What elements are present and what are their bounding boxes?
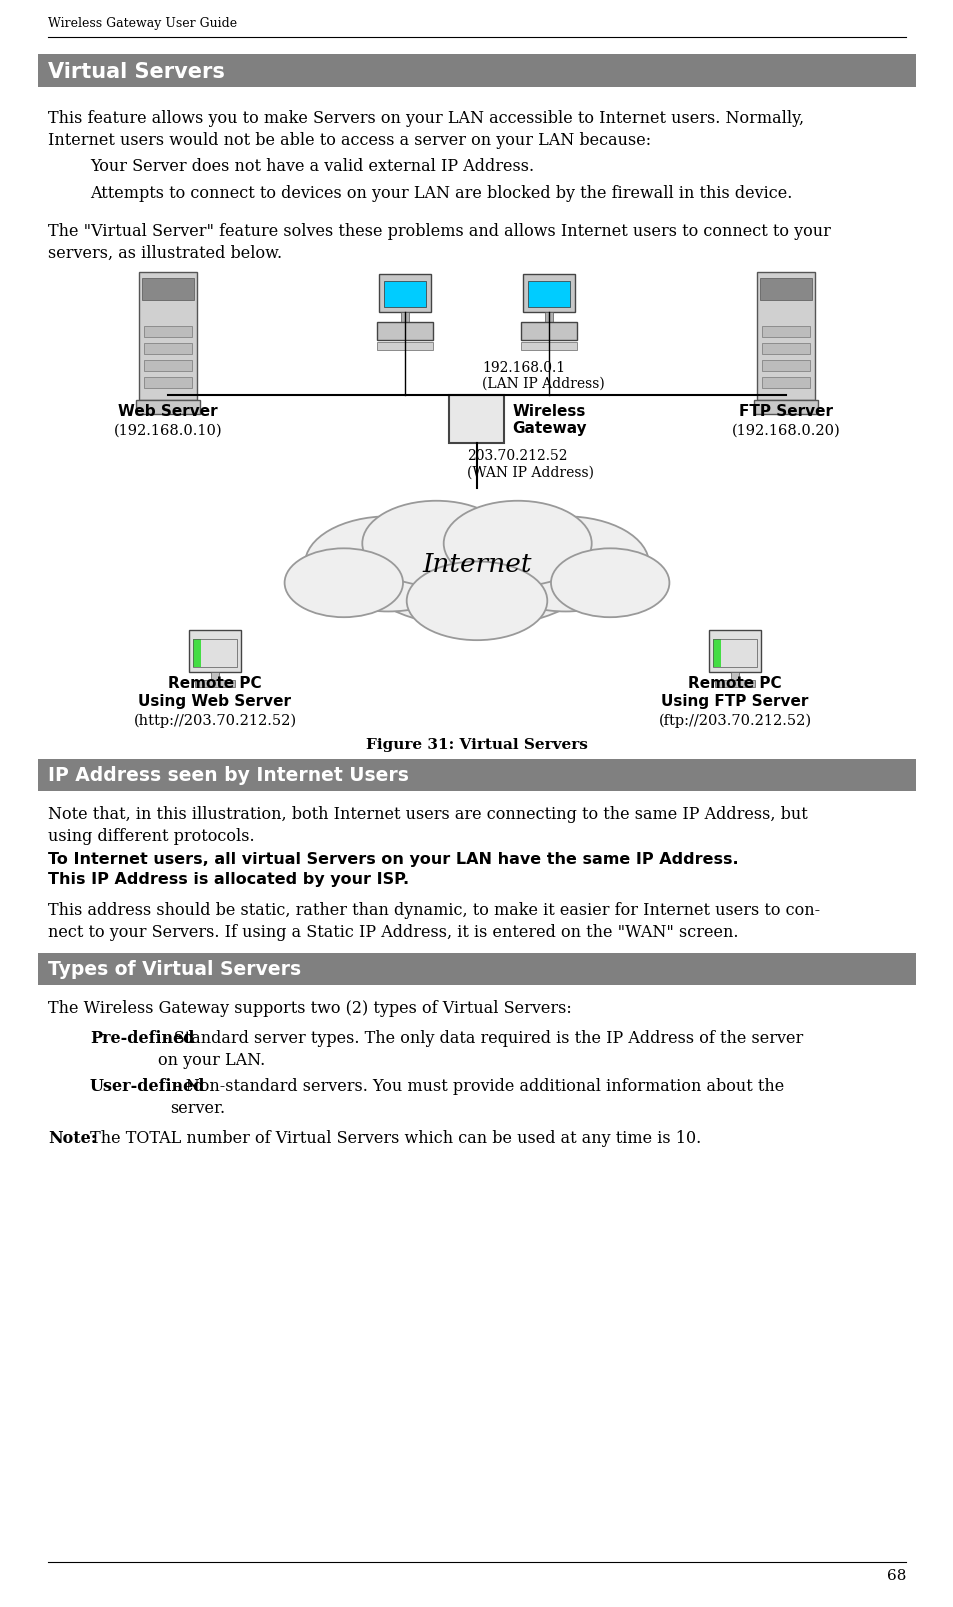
Text: Using FTP Server: Using FTP Server: [660, 694, 808, 709]
Text: User-defined: User-defined: [90, 1077, 205, 1094]
Text: Types of Virtual Servers: Types of Virtual Servers: [48, 959, 301, 979]
Text: 192.168.0.1
(LAN IP Address): 192.168.0.1 (LAN IP Address): [481, 360, 604, 391]
Bar: [730, 673, 739, 681]
Text: Your Server does not have a valid external IP Address.: Your Server does not have a valid extern…: [90, 157, 534, 175]
Ellipse shape: [551, 550, 669, 617]
Text: Virtual Servers: Virtual Servers: [48, 61, 225, 82]
Text: This feature allows you to make Servers on your LAN accessible to Internet users: This feature allows you to make Servers …: [48, 109, 803, 149]
Text: (192.168.0.10): (192.168.0.10): [113, 424, 222, 437]
Bar: [708, 630, 760, 673]
Text: Wireless Gateway User Guide: Wireless Gateway User Guide: [48, 18, 237, 31]
Ellipse shape: [482, 517, 648, 612]
Bar: [144, 362, 192, 371]
Bar: [144, 326, 192, 337]
Text: Web Server: Web Server: [118, 403, 217, 419]
Text: Note:: Note:: [48, 1130, 96, 1146]
Text: Note that, in this illustration, both Internet users are connecting to the same : Note that, in this illustration, both In…: [48, 805, 807, 845]
Text: This address should be static, rather than dynamic, to make it easier for Intern: This address should be static, rather th…: [48, 902, 820, 940]
Bar: [400, 313, 409, 323]
Text: Using Web Server: Using Web Server: [138, 694, 292, 709]
Bar: [527, 281, 569, 309]
Bar: [761, 378, 809, 389]
Text: IP Address seen by Internet Users: IP Address seen by Internet Users: [48, 767, 409, 784]
Text: - Standard server types. The only data required is the IP Address of the server
: - Standard server types. The only data r…: [158, 1030, 802, 1069]
Text: Remote PC: Remote PC: [168, 675, 261, 691]
Bar: [193, 640, 236, 667]
Ellipse shape: [406, 562, 547, 641]
Text: (ftp://203.70.212.52): (ftp://203.70.212.52): [658, 714, 811, 728]
Bar: [211, 673, 219, 681]
Bar: [193, 640, 201, 667]
Text: Figure 31: Virtual Servers: Figure 31: Virtual Servers: [366, 738, 587, 752]
Bar: [761, 326, 809, 337]
Bar: [378, 275, 431, 313]
Bar: [376, 342, 433, 350]
Text: FTP Server: FTP Server: [739, 403, 832, 419]
Text: 68: 68: [885, 1568, 905, 1581]
Bar: [449, 395, 504, 444]
Bar: [384, 281, 426, 309]
Bar: [760, 280, 811, 301]
Ellipse shape: [356, 509, 597, 628]
Text: To Internet users, all virtual Servers on your LAN have the same IP Address.
Thi: To Internet users, all virtual Servers o…: [48, 852, 738, 885]
Bar: [757, 273, 814, 400]
Text: The "Virtual Server" feature solves these problems and allows Internet users to : The "Virtual Server" feature solves thes…: [48, 223, 830, 262]
Text: (192.168.0.20): (192.168.0.20): [731, 424, 840, 437]
Bar: [761, 362, 809, 371]
Text: The TOTAL number of Virtual Servers which can be used at any time is 10.: The TOTAL number of Virtual Servers whic…: [85, 1130, 700, 1146]
Bar: [144, 378, 192, 389]
Bar: [544, 313, 553, 323]
Text: Pre-defined: Pre-defined: [90, 1030, 194, 1046]
Bar: [712, 640, 720, 667]
Bar: [520, 323, 577, 341]
Bar: [136, 400, 200, 415]
Bar: [522, 275, 575, 313]
Ellipse shape: [443, 501, 591, 587]
Bar: [139, 273, 196, 400]
Bar: [194, 681, 234, 688]
Bar: [712, 640, 757, 667]
Text: Remote PC: Remote PC: [687, 675, 781, 691]
Text: 203.70.212.52
(WAN IP Address): 203.70.212.52 (WAN IP Address): [467, 448, 594, 479]
Bar: [520, 342, 577, 350]
Bar: [144, 344, 192, 355]
Bar: [38, 55, 915, 88]
Bar: [714, 681, 754, 688]
Text: Internet: Internet: [422, 551, 531, 577]
Bar: [376, 323, 433, 341]
Bar: [38, 760, 915, 792]
Ellipse shape: [362, 501, 510, 587]
Text: - Non-standard servers. You must provide additional information about the
server: - Non-standard servers. You must provide…: [170, 1077, 783, 1117]
Bar: [753, 400, 817, 415]
Bar: [189, 630, 241, 673]
Text: Attempts to connect to devices on your LAN are blocked by the firewall in this d: Attempts to connect to devices on your L…: [90, 185, 792, 202]
Bar: [142, 280, 193, 301]
Ellipse shape: [284, 550, 402, 617]
Ellipse shape: [305, 517, 471, 612]
Text: (http://203.70.212.52): (http://203.70.212.52): [133, 714, 296, 728]
Bar: [761, 344, 809, 355]
Text: Wireless
Gateway: Wireless Gateway: [512, 403, 586, 435]
Text: The Wireless Gateway supports two (2) types of Virtual Servers:: The Wireless Gateway supports two (2) ty…: [48, 1000, 571, 1016]
Bar: [38, 953, 915, 985]
